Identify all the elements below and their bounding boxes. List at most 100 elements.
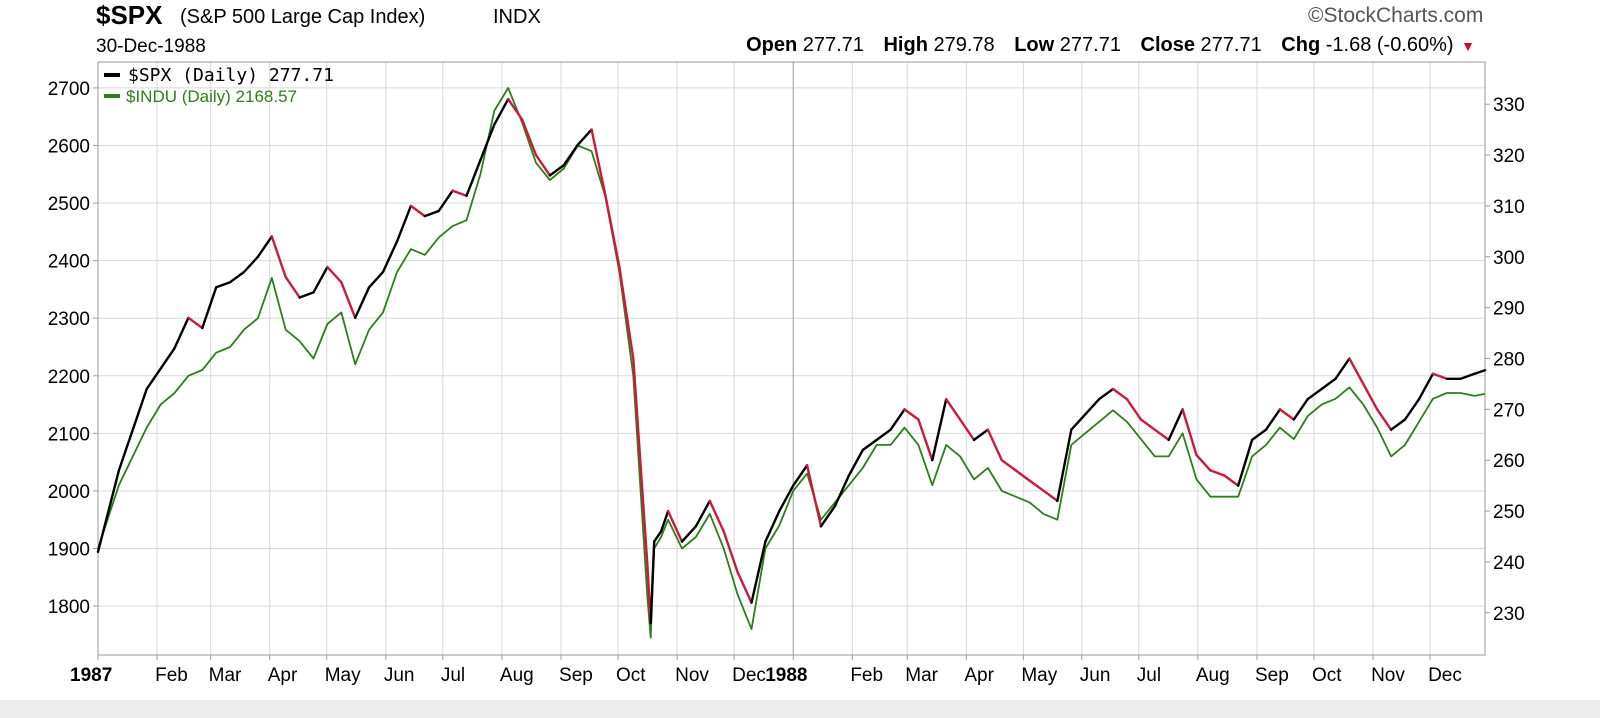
series-segment-spx — [590, 128, 607, 198]
series-segment-spx — [1056, 428, 1073, 503]
series-segment-spx — [833, 474, 851, 508]
x-tick-label: 1987 — [70, 665, 112, 686]
down-arrow-icon: ▼ — [1461, 38, 1475, 54]
right-tick-label: 290 — [1493, 299, 1525, 320]
series-segment-spx — [96, 469, 121, 553]
series-segment-spx — [1181, 408, 1198, 457]
x-tick-label: Dec — [1428, 665, 1462, 686]
series-segment-spx — [409, 204, 426, 218]
series-segment-spx — [889, 408, 906, 431]
series-segment-spx — [173, 316, 190, 350]
series-segment-spx — [145, 367, 162, 391]
x-tick-label: Apr — [268, 665, 298, 686]
x-tick-label: Jun — [1080, 665, 1111, 686]
series-segment-spx — [736, 570, 753, 604]
chart-legend: $SPX (Daily) 277.71 $INDU (Daily) 2168.5… — [104, 65, 334, 106]
series-segment-spx — [1195, 453, 1212, 472]
series-segment-spx — [131, 387, 148, 431]
series-segment-spx — [520, 118, 538, 157]
series-segment-spx — [750, 540, 767, 604]
legend-swatch-indu — [104, 94, 120, 98]
series-segment-spx — [722, 530, 739, 574]
series-segment-spx — [1070, 413, 1087, 431]
left-tick-label: 2200 — [48, 367, 90, 388]
legend-swatch-spx — [104, 73, 120, 77]
left-tick-label: 1900 — [48, 539, 90, 560]
series-segment-spx — [1028, 479, 1045, 492]
x-tick-label: Jul — [1137, 665, 1161, 686]
series-segment-spx — [201, 286, 218, 330]
low-value: 277.71 — [1059, 34, 1121, 56]
series-segment-spx — [1306, 387, 1323, 401]
series-segment-spx — [159, 347, 176, 370]
open-value: 277.71 — [802, 34, 864, 56]
right-tick-label: 240 — [1493, 553, 1525, 574]
left-tick-label: 2000 — [48, 482, 90, 503]
series-segment-spx — [1000, 459, 1017, 472]
series-segment-spx — [653, 530, 663, 543]
series-segment-spx — [548, 163, 565, 177]
series-segment-spx — [1264, 408, 1282, 431]
series-segment-spx — [298, 291, 315, 299]
right-tick-label: 260 — [1493, 451, 1525, 472]
left-tick-label: 2500 — [48, 194, 90, 215]
ohlc-readout: Open 277.71 High 279.78 Low 277.71 Close… — [746, 34, 1487, 57]
series-segment-spx — [875, 428, 892, 442]
series-segment-spx — [256, 235, 273, 258]
series-segment-spx — [986, 428, 1003, 462]
x-tick-label: Jul — [441, 665, 465, 686]
series-segment-spx — [764, 509, 781, 543]
series-segment-spx — [819, 504, 837, 528]
series-segment-spx — [1125, 398, 1143, 421]
series-segment-spx — [958, 418, 976, 442]
series-segment-spx — [507, 97, 524, 121]
series-segment-spx — [1375, 408, 1393, 431]
right-tick-label: 320 — [1493, 146, 1525, 167]
series-segment-spx — [680, 525, 698, 543]
legend-indu: $INDU (Daily) 2168.57 — [126, 87, 297, 106]
x-tick-label: Mar — [209, 665, 242, 686]
close-value: 277.71 — [1200, 34, 1262, 56]
series-segment-spx — [917, 418, 934, 462]
x-tick-label: Aug — [500, 665, 534, 686]
series-segment-spx — [228, 270, 246, 284]
left-tick-label: 2300 — [48, 309, 90, 330]
series-segment-spx — [1403, 398, 1421, 421]
left-tick-label: 1800 — [48, 597, 90, 618]
series-segment-spx — [1431, 372, 1449, 380]
symbol-exchange: INDX — [493, 6, 541, 28]
left-tick-label: 2400 — [48, 252, 90, 273]
series-segment-spx — [1389, 418, 1407, 431]
x-tick-label: Oct — [616, 665, 646, 686]
series-segment-spx — [1083, 398, 1101, 416]
legend-spx: $SPX (Daily) 277.71 — [128, 65, 334, 86]
series-segment-spx — [534, 153, 552, 177]
series-segment-spx — [1097, 387, 1115, 401]
x-tick-label: Jun — [384, 665, 415, 686]
series-segment-spx — [479, 123, 496, 162]
symbol-title: $SPX — [96, 0, 163, 30]
series-segment-spx — [1042, 489, 1059, 503]
series-segment-spx — [1417, 372, 1435, 401]
series-segment-spx — [493, 97, 510, 126]
x-tick-label: Apr — [964, 665, 994, 686]
grid-lines — [97, 62, 1485, 655]
series-segment-spx — [1209, 469, 1226, 477]
symbol-name: (S&P 500 Large Cap Index) — [180, 6, 426, 28]
right-tick-label: 280 — [1493, 350, 1525, 371]
series-segment-spx — [1473, 369, 1487, 375]
series-segment-spx — [708, 499, 725, 533]
chg-label: Chg — [1281, 34, 1321, 56]
series-segment-spx — [117, 428, 135, 472]
series-segment-spx — [1167, 408, 1184, 442]
series-segment-spx — [847, 448, 864, 477]
low-label: Low — [1014, 34, 1055, 56]
series-segment-spx — [1139, 418, 1157, 431]
series-segment-spx — [861, 438, 878, 452]
series-segment-spx — [1236, 438, 1254, 487]
series-segment-spx — [694, 499, 711, 528]
series-segment-spx — [1320, 377, 1337, 391]
x-tick-label: Feb — [850, 665, 883, 686]
left-tick-label: 2100 — [48, 424, 90, 445]
x-tick-label: Nov — [1371, 665, 1405, 686]
